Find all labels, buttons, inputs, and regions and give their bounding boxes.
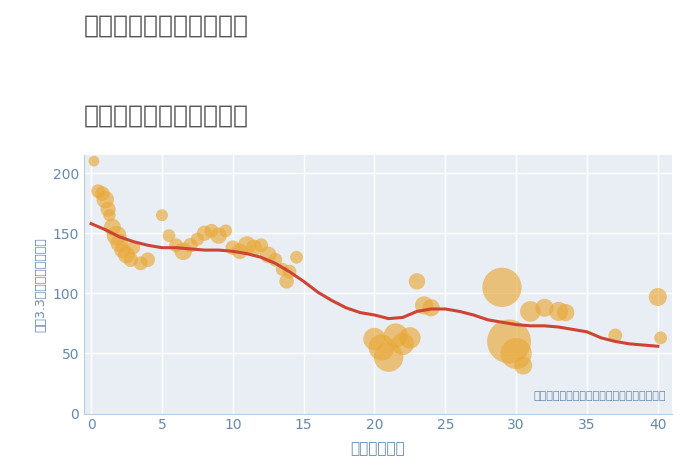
Text: 兵庫県西宮市南甲子園の: 兵庫県西宮市南甲子園の bbox=[84, 14, 249, 38]
Point bbox=[405, 334, 416, 342]
Point bbox=[88, 157, 99, 165]
Point bbox=[97, 190, 108, 197]
Point bbox=[117, 246, 128, 254]
Point bbox=[517, 362, 528, 369]
Point bbox=[234, 248, 246, 255]
Point bbox=[199, 229, 210, 237]
Point bbox=[171, 242, 182, 249]
Point bbox=[256, 242, 267, 249]
Point bbox=[114, 239, 125, 247]
Point bbox=[248, 244, 260, 251]
Point bbox=[185, 242, 196, 249]
Point bbox=[390, 332, 401, 339]
Point bbox=[426, 304, 437, 312]
Text: 築年数別中古戸建て価格: 築年数別中古戸建て価格 bbox=[84, 103, 249, 127]
Point bbox=[142, 256, 153, 264]
Point bbox=[192, 235, 203, 243]
Point bbox=[383, 353, 394, 361]
Point bbox=[121, 251, 132, 258]
Point bbox=[102, 205, 113, 213]
Point bbox=[553, 308, 564, 315]
Point bbox=[262, 251, 274, 258]
Point bbox=[128, 244, 139, 251]
Point bbox=[510, 350, 522, 357]
Point bbox=[163, 232, 174, 239]
Point bbox=[135, 259, 146, 267]
Point bbox=[156, 212, 167, 219]
Point bbox=[241, 242, 253, 249]
Point bbox=[106, 223, 118, 231]
Point bbox=[412, 278, 423, 285]
Point bbox=[369, 335, 380, 343]
Point bbox=[206, 227, 217, 235]
Y-axis label: 坪（3.3㎡）単価（万円）: 坪（3.3㎡）単価（万円） bbox=[34, 237, 47, 332]
Point bbox=[560, 309, 571, 316]
Point bbox=[397, 340, 408, 348]
Point bbox=[228, 244, 239, 251]
Point bbox=[92, 188, 104, 195]
Text: 円の大きさは、取引のあった物件面積を示す: 円の大きさは、取引のあった物件面積を示す bbox=[533, 391, 666, 400]
Point bbox=[99, 196, 111, 204]
Point bbox=[539, 304, 550, 312]
Point bbox=[496, 283, 507, 291]
Point bbox=[291, 253, 302, 261]
Point bbox=[281, 278, 292, 285]
Point bbox=[376, 344, 387, 351]
Point bbox=[503, 338, 514, 345]
Point bbox=[610, 332, 621, 339]
Point bbox=[284, 268, 295, 275]
Point bbox=[111, 232, 122, 239]
Point bbox=[125, 256, 136, 264]
Point bbox=[220, 227, 231, 235]
Point bbox=[270, 256, 281, 264]
Point bbox=[213, 232, 224, 239]
Point bbox=[178, 248, 189, 255]
Point bbox=[419, 302, 430, 309]
Point bbox=[276, 266, 288, 273]
Point bbox=[104, 212, 115, 219]
Point bbox=[652, 293, 664, 301]
Point bbox=[525, 308, 536, 315]
X-axis label: 築年数（年）: 築年数（年） bbox=[351, 441, 405, 456]
Point bbox=[655, 334, 666, 342]
